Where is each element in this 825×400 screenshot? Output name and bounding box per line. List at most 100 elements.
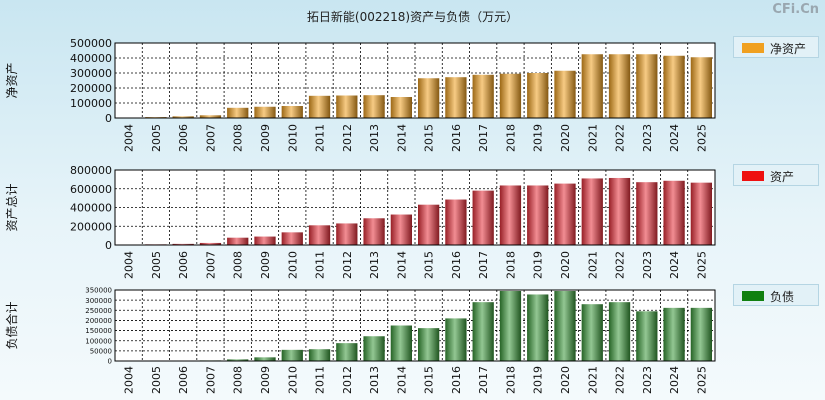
bar [418, 78, 440, 118]
y-tick-label: 400000 [70, 52, 112, 65]
bar [608, 177, 631, 245]
x-tick-label: 2018 [504, 366, 517, 394]
bar [390, 97, 412, 118]
x-tick-label: 2013 [368, 124, 381, 152]
x-tick-label: 2023 [641, 366, 654, 394]
x-tick-label: 2013 [368, 251, 381, 279]
panel-2: 0 200000 400000 600000 800000 2004 2005 2006 200… [5, 164, 716, 279]
bar [608, 302, 631, 361]
y-tick-label: 300000 [85, 297, 112, 305]
bar [418, 204, 440, 245]
x-tick-label: 2009 [259, 366, 272, 394]
plot-frame [114, 169, 716, 246]
y-tick-label: 0 [105, 239, 112, 252]
bar [445, 199, 467, 245]
x-tick-label: 2016 [450, 366, 463, 394]
bar [199, 115, 222, 118]
x-tick-label: 2011 [314, 251, 327, 279]
bar [281, 106, 303, 118]
bar [390, 325, 412, 361]
x-tick-label: 2020 [559, 251, 572, 279]
legend-label-assets: 资产 [770, 170, 795, 184]
bar [336, 223, 358, 245]
bar [527, 73, 549, 118]
bar [308, 349, 331, 361]
x-tick-label: 2014 [395, 251, 408, 279]
x-tick-label: 2011 [314, 366, 327, 394]
y-tick-label: 150000 [85, 327, 112, 335]
x-tick-label: 2012 [341, 366, 354, 394]
bar [199, 242, 222, 245]
x-tick-label: 2022 [614, 251, 627, 279]
bar [581, 54, 603, 118]
bar [581, 178, 603, 245]
bar [363, 336, 385, 361]
x-tick-label: 2010 [286, 251, 299, 279]
panel-1: 0 100000 200000 300000 400000 500000 2004 2005 2… [5, 37, 716, 152]
x-tick-label: 2015 [423, 124, 436, 152]
y-tick-label: 400000 [70, 202, 112, 215]
y-axis-title: 负债合计 [4, 301, 19, 349]
legend-swatch-assets [742, 171, 764, 181]
bar [254, 357, 276, 361]
bar [663, 55, 685, 118]
bar [308, 225, 331, 245]
bar [581, 304, 603, 361]
bar [227, 107, 249, 118]
x-tick-label: 2010 [286, 124, 299, 152]
legend-assets: 资产 [733, 164, 819, 186]
x-tick-label: 2004 [123, 251, 136, 279]
chart-title: 拓日新能(002218)资产与负债（万元） [306, 10, 519, 24]
bar [499, 73, 522, 118]
x-tick-label: 2024 [668, 366, 681, 394]
bar [663, 307, 685, 361]
x-tick-label: 2009 [259, 251, 272, 279]
y-tick-label: 800000 [70, 164, 112, 177]
x-tick-label: 2005 [150, 251, 163, 279]
bar [363, 218, 385, 245]
x-tick-label: 2018 [504, 251, 517, 279]
y-tick-label: 350000 [85, 287, 112, 295]
y-tick-label: 100000 [85, 337, 112, 345]
bar [172, 243, 194, 245]
bar [254, 236, 276, 245]
bar [499, 291, 522, 361]
x-tick-label: 2021 [586, 366, 599, 394]
bar [363, 95, 385, 118]
x-tick-label: 2019 [532, 251, 545, 279]
bar [227, 237, 249, 245]
x-tick-label: 2004 [123, 124, 136, 152]
plot-frame [114, 42, 716, 119]
bar [663, 180, 685, 245]
brand-logo: CFi.Cn [772, 2, 819, 17]
bar [472, 74, 494, 118]
bar [527, 185, 549, 245]
y-tick-label: 50000 [90, 348, 112, 356]
bar [554, 70, 576, 118]
x-tick-label: 2015 [423, 366, 436, 394]
x-tick-label: 2008 [232, 251, 245, 279]
x-tick-label: 2010 [286, 366, 299, 394]
x-tick-label: 2023 [641, 124, 654, 152]
x-tick-label: 2005 [150, 366, 163, 394]
x-tick-label: 2008 [232, 366, 245, 394]
bar [554, 291, 576, 361]
x-tick-label: 2004 [123, 366, 136, 394]
x-tick-label: 2025 [695, 366, 708, 394]
x-tick-label: 2008 [232, 124, 245, 152]
bar [254, 106, 276, 118]
x-tick-label: 2018 [504, 124, 517, 152]
bar [636, 311, 658, 361]
plot-frame [114, 289, 716, 362]
bar [636, 54, 658, 118]
x-tick-label: 2025 [695, 251, 708, 279]
legend-swatch-net-assets [742, 43, 764, 53]
y-axis-title: 资产总计 [5, 183, 19, 231]
x-tick-label: 2012 [341, 124, 354, 152]
bar [636, 182, 658, 245]
bar [308, 95, 331, 118]
x-tick-label: 2007 [204, 124, 217, 152]
x-tick-label: 2022 [614, 124, 627, 152]
